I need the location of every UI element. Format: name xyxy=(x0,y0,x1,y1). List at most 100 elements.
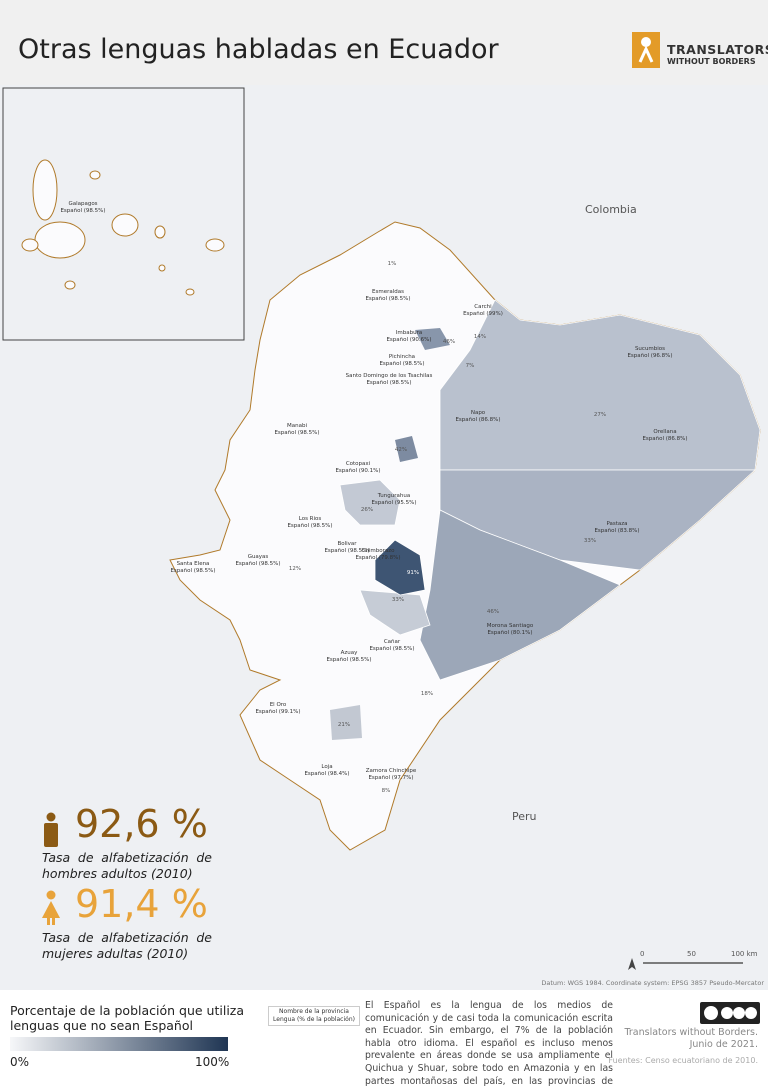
province-name: Bolivar xyxy=(337,541,357,547)
legend-key-lang: Lengua (% de la población) xyxy=(273,1016,355,1023)
region-shade xyxy=(395,436,418,462)
province-name: Carchi xyxy=(474,304,492,310)
province-language: Español (99.1%) xyxy=(255,709,300,715)
province-language: Español (98.5%) xyxy=(366,380,411,386)
province-language: Español (98.5%) xyxy=(235,561,280,567)
woman-icon xyxy=(42,890,60,925)
galapagos-islands xyxy=(21,159,225,296)
province-language: Español (90.6%) xyxy=(386,337,431,343)
stat-value: 92,6 % xyxy=(75,802,208,846)
province-name: Guayas xyxy=(248,554,269,560)
region-shade xyxy=(330,705,362,740)
canton-percent: 18% xyxy=(421,691,433,697)
credit-line: Junio de 2021. xyxy=(689,1039,758,1050)
title: Otras lenguas habladas en Ecuador xyxy=(18,34,499,65)
legend-gradient xyxy=(10,1037,228,1051)
canton-percent: 27% xyxy=(594,412,606,418)
legend-key: Nombre de la provincia Lengua (% de la p… xyxy=(268,1006,360,1026)
province-name: Morona Santiago xyxy=(487,623,534,629)
province-language: Español (98.5%) xyxy=(326,657,371,663)
province-language: Español (86.8%) xyxy=(455,417,500,423)
province-language: Español (98.5%) xyxy=(274,430,319,436)
province-language: Español (98.5%) xyxy=(287,523,332,529)
logo-icon xyxy=(632,32,660,68)
datum: Datum: WGS 1984. Coordinate system: EPSG… xyxy=(541,979,764,987)
north-arrow xyxy=(628,958,636,970)
province-language: Español (99%) xyxy=(463,311,503,317)
province-name: Los Rios xyxy=(299,516,322,522)
province-language: Español (83.8%) xyxy=(594,528,639,534)
canton-percent: 33% xyxy=(392,597,404,603)
province-language: Español (86.8%) xyxy=(642,436,687,442)
man-icon xyxy=(44,812,58,847)
canton-percent: 21% xyxy=(338,722,350,728)
country-label: Colombia xyxy=(585,203,637,216)
stat-value: 91,4 % xyxy=(75,882,208,926)
province-language: Español (98.5%) xyxy=(379,361,424,367)
stat-caption: Tasa de alfabetización de hombres adulto… xyxy=(42,850,212,881)
province-name: Pastaza xyxy=(606,521,627,527)
canton-percent: 33% xyxy=(584,538,596,544)
province-language: Español (98.5%) xyxy=(170,568,215,574)
province-language: Español (98.5%) xyxy=(324,548,369,554)
canton-percent: 26% xyxy=(361,507,373,513)
province-name: Zamora Chinchipe xyxy=(366,768,417,774)
canton-percent: 46% xyxy=(487,609,499,615)
stat-caption: Tasa de alfabetización de mujeres adulta… xyxy=(42,930,212,961)
canton-percent: 46% xyxy=(443,339,455,345)
credits: Translators without Borders. Junio de 20… xyxy=(624,1027,758,1051)
province-language: Español (98.5%) xyxy=(365,296,410,302)
logo-text: TRANSLATORS xyxy=(667,42,768,57)
logo-text: WITHOUT BORDERS xyxy=(667,57,756,66)
province-name: Santa Elena xyxy=(177,561,210,567)
canton-percent: 7% xyxy=(466,363,475,369)
scale-label: 100 km xyxy=(731,950,758,958)
province-name: Pichincha xyxy=(389,354,415,360)
province-name: Esmeraldas xyxy=(372,289,404,295)
credit-line: Translators without Borders. xyxy=(624,1027,758,1038)
province-language: Español (96.8%) xyxy=(627,353,672,359)
province-name: Napo xyxy=(471,410,486,416)
canton-percent: 91% xyxy=(407,570,419,576)
scale-label: 50 xyxy=(687,950,696,958)
canton-percent: 1% xyxy=(388,261,397,267)
legend-max: 100% xyxy=(195,1055,230,1069)
legend-title: Porcentaje de la población que utiliza l… xyxy=(10,1003,245,1033)
region-shade xyxy=(359,589,431,636)
cc-badge xyxy=(700,1002,760,1024)
province-language: Español (79.8%) xyxy=(355,555,400,561)
province-name: Cañar xyxy=(384,639,401,645)
region-shade xyxy=(415,328,450,350)
canton-percent: 12% xyxy=(289,566,301,572)
province-name: El Oro xyxy=(270,702,287,708)
province-language: Español (98.5%) xyxy=(369,646,414,652)
province-name: Orellana xyxy=(653,429,676,435)
province-name: Santo Domingo de los Tsachilas xyxy=(346,373,433,379)
canton-percent: 14% xyxy=(474,334,486,340)
province-name: Galapagos xyxy=(68,201,97,207)
province-name: Azuay xyxy=(341,650,359,656)
region-shade xyxy=(439,299,761,471)
region-shade xyxy=(374,539,426,596)
scale-label: 0 xyxy=(640,950,645,958)
canton-percent: 42% xyxy=(395,447,407,453)
province-language: Español (95.5%) xyxy=(371,500,416,506)
province-name: Tungurahua xyxy=(377,493,410,499)
province-language: Español (80.1%) xyxy=(487,630,532,636)
province-name: Imbabura xyxy=(396,330,422,336)
province-name: Loja xyxy=(321,764,332,770)
source: Fuentes: Censo ecuatoriano de 2010. xyxy=(608,1056,758,1065)
region-shade xyxy=(339,479,401,526)
country-label: Peru xyxy=(512,810,537,823)
province-name: Chimborazo xyxy=(362,548,396,554)
province-name: Manabi xyxy=(287,423,307,429)
province-language: Español (98.5%) xyxy=(60,208,105,214)
description: El Español es la lengua de los medios de… xyxy=(365,1000,613,1086)
province-language: Español (90.1%) xyxy=(335,468,380,474)
legend-min: 0% xyxy=(10,1055,30,1069)
legend-key-name: Nombre de la provincia xyxy=(279,1008,349,1015)
province-language: Español (97.7%) xyxy=(368,775,413,781)
canton-percent: 8% xyxy=(382,788,391,794)
